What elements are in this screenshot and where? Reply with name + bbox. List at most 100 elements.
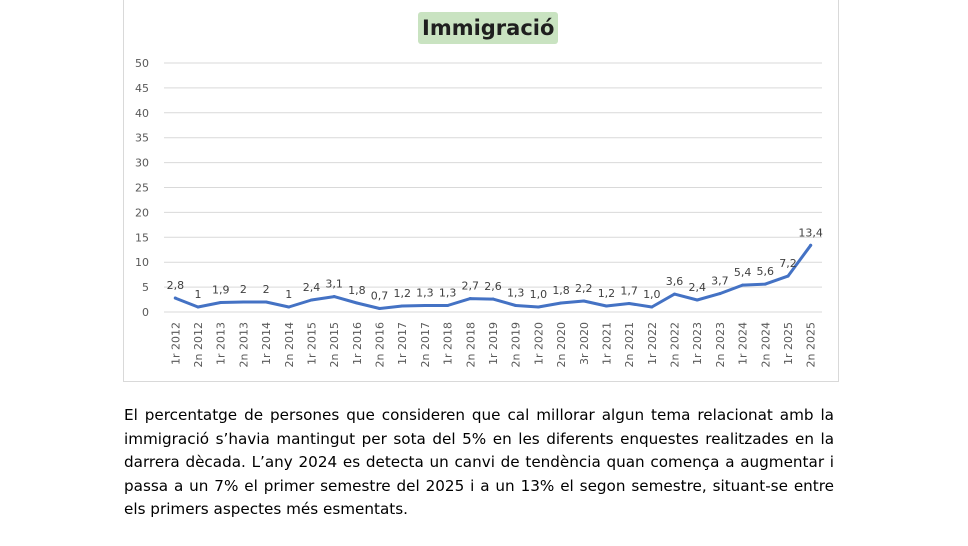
data-label: 7,2 bbox=[779, 257, 797, 270]
data-point bbox=[332, 295, 336, 299]
data-point bbox=[718, 292, 722, 296]
x-tick-label: 1r 2024 bbox=[737, 322, 750, 365]
data-label: 1,9 bbox=[212, 284, 230, 297]
data-label: 2,4 bbox=[688, 281, 706, 294]
data-point bbox=[287, 305, 291, 309]
data-point bbox=[219, 301, 223, 305]
x-tick-label: 1r 2017 bbox=[396, 322, 409, 365]
chart-title: Immigració bbox=[418, 12, 559, 44]
data-point bbox=[491, 297, 495, 301]
data-point bbox=[673, 292, 677, 296]
x-tick-label: 1r 2021 bbox=[600, 322, 613, 365]
x-tick-label: 1r 2023 bbox=[691, 322, 704, 365]
data-point bbox=[378, 307, 382, 311]
data-point bbox=[309, 298, 313, 302]
data-label: 2,2 bbox=[575, 282, 593, 295]
y-tick-label: 40 bbox=[135, 107, 149, 120]
data-label: 0,7 bbox=[371, 290, 389, 303]
data-label: 1,2 bbox=[598, 287, 616, 300]
y-tick-label: 0 bbox=[142, 306, 149, 319]
x-tick-label: 2n 2018 bbox=[464, 322, 477, 367]
data-point bbox=[650, 305, 654, 309]
y-tick-label: 25 bbox=[135, 182, 149, 195]
data-label: 2,4 bbox=[303, 281, 321, 294]
chart-frame bbox=[123, 0, 839, 382]
x-tick-label: 1r 2014 bbox=[260, 322, 273, 365]
x-tick-label: 1r 2015 bbox=[305, 322, 318, 365]
data-point bbox=[809, 243, 813, 247]
data-label: 2,6 bbox=[484, 280, 502, 293]
y-tick-label: 5 bbox=[142, 281, 149, 294]
data-label: 1,8 bbox=[348, 284, 366, 297]
x-tick-label: 2n 2015 bbox=[328, 322, 341, 367]
x-tick-label: 2n 2012 bbox=[192, 322, 205, 367]
data-label: 1 bbox=[195, 288, 202, 301]
data-point bbox=[468, 297, 472, 301]
data-label: 1,7 bbox=[620, 285, 638, 298]
data-label: 3,1 bbox=[325, 278, 343, 291]
x-tick-label: 1r 2020 bbox=[532, 322, 545, 365]
data-point bbox=[241, 300, 245, 304]
x-tick-label: 1r 2018 bbox=[442, 322, 455, 365]
x-tick-label: 2n 2023 bbox=[714, 322, 727, 367]
data-point bbox=[196, 305, 200, 309]
data-label: 1,2 bbox=[393, 287, 411, 300]
data-point bbox=[173, 296, 177, 300]
data-label: 2,7 bbox=[462, 280, 480, 293]
y-tick-label: 20 bbox=[135, 206, 149, 219]
data-point bbox=[604, 304, 608, 308]
data-point bbox=[627, 302, 631, 306]
data-point bbox=[741, 283, 745, 287]
data-label: 1,3 bbox=[439, 287, 457, 300]
data-point bbox=[446, 304, 450, 308]
y-tick-label: 45 bbox=[135, 82, 149, 95]
x-tick-label: 2n 2022 bbox=[669, 322, 682, 367]
data-point bbox=[514, 304, 518, 308]
data-point bbox=[400, 304, 404, 308]
data-label: 2 bbox=[263, 283, 270, 296]
data-point bbox=[536, 305, 540, 309]
data-label: 1,3 bbox=[416, 287, 434, 300]
x-tick-label: 1r 2012 bbox=[169, 322, 182, 365]
chart-caption: El percentatge de persones que considere… bbox=[124, 406, 834, 518]
data-point bbox=[582, 299, 586, 303]
x-tick-label: 1r 2016 bbox=[351, 322, 364, 365]
x-tick-label: 2n 2013 bbox=[237, 322, 250, 367]
data-label: 5,6 bbox=[757, 265, 775, 278]
data-label: 13,4 bbox=[798, 226, 823, 239]
x-tick-label: 2n 2014 bbox=[283, 322, 296, 367]
x-tick-label: 2n 2019 bbox=[510, 322, 523, 367]
data-point bbox=[695, 298, 699, 302]
data-point bbox=[355, 301, 359, 305]
data-label: 3,6 bbox=[666, 275, 684, 288]
data-point bbox=[264, 300, 268, 304]
x-tick-label: 3r 2020 bbox=[578, 322, 591, 365]
data-label: 1 bbox=[285, 288, 292, 301]
line-chart: 0 5 10 15 20 25 30 35 40 45 50 1r 2012 2n 2012 1r 20… bbox=[135, 57, 823, 367]
data-point bbox=[423, 304, 427, 308]
data-point bbox=[763, 282, 767, 286]
y-tick-label: 50 bbox=[135, 57, 149, 70]
data-label: 1,3 bbox=[507, 287, 525, 300]
y-tick-label: 35 bbox=[135, 132, 149, 145]
data-label: 2,8 bbox=[167, 279, 185, 292]
data-label: 5,4 bbox=[734, 266, 752, 279]
x-tick-label: 2n 2020 bbox=[555, 322, 568, 367]
x-tick-label: 2n 2021 bbox=[623, 322, 636, 367]
data-label: 1,8 bbox=[552, 284, 570, 297]
x-tick-label: 2n 2024 bbox=[759, 322, 772, 367]
data-label: 3,7 bbox=[711, 275, 729, 288]
data-label: 2 bbox=[240, 283, 247, 296]
data-label: 1,0 bbox=[643, 288, 661, 301]
data-point bbox=[559, 301, 563, 305]
y-tick-label: 15 bbox=[135, 231, 149, 244]
y-tick-label: 10 bbox=[135, 256, 149, 269]
x-tick-label: 1r 2022 bbox=[646, 322, 659, 365]
x-tick-label: 2n 2017 bbox=[419, 322, 432, 367]
x-tick-label: 1r 2025 bbox=[782, 322, 795, 365]
data-label: 1,0 bbox=[530, 288, 548, 301]
x-tick-label: 1r 2013 bbox=[215, 322, 228, 365]
x-tick-label: 2n 2016 bbox=[374, 322, 387, 367]
x-tick-label: 1r 2019 bbox=[487, 322, 500, 365]
data-point bbox=[786, 274, 790, 278]
